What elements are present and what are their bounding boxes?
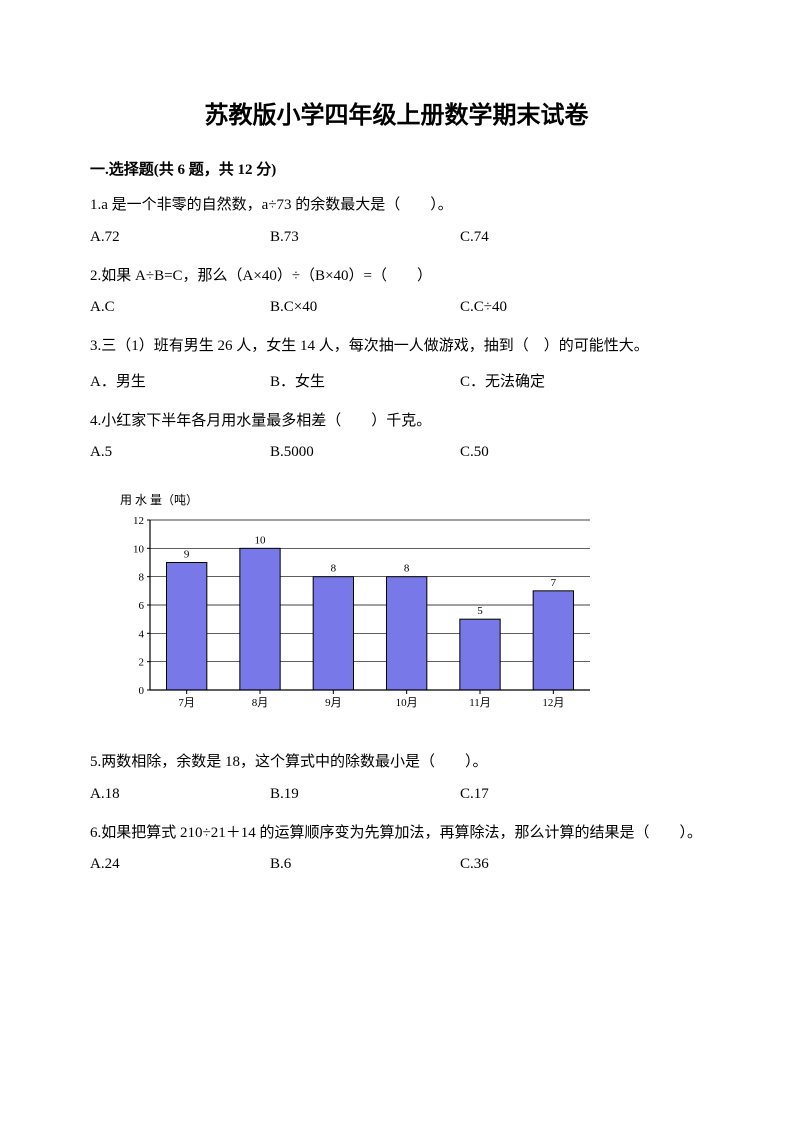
q2-opt-a[interactable]: A.C — [90, 299, 270, 316]
q3-opt-b[interactable]: B．女生 — [270, 370, 460, 391]
q5-opt-b[interactable]: B.19 — [270, 786, 460, 803]
svg-text:12月: 12月 — [542, 697, 564, 709]
svg-text:10: 10 — [133, 543, 145, 555]
svg-text:8: 8 — [139, 572, 145, 584]
question-4: 4.小红家下半年各月用水量最多相差（ ）千克。 — [90, 409, 703, 435]
q3-opt-c[interactable]: C．无法确定 — [460, 370, 545, 391]
svg-text:12: 12 — [133, 515, 144, 527]
q6-opt-c[interactable]: C.36 — [460, 856, 489, 873]
svg-text:7月: 7月 — [178, 697, 195, 709]
question-6-options: A.24 B.6 C.36 — [90, 856, 703, 873]
svg-text:6: 6 — [139, 600, 145, 612]
question-4-options: A.5 B.5000 C.50 — [90, 444, 703, 461]
section-header: 一.选择题(共 6 题，共 12 分) — [90, 158, 703, 179]
q1-opt-c[interactable]: C.74 — [460, 229, 489, 246]
svg-text:9: 9 — [184, 549, 190, 561]
q1-opt-b[interactable]: B.73 — [270, 229, 460, 246]
svg-text:5: 5 — [477, 605, 483, 617]
svg-text:8月: 8月 — [252, 697, 269, 709]
svg-text:11月: 11月 — [469, 697, 491, 709]
q6-opt-a[interactable]: A.24 — [90, 856, 270, 873]
water-usage-chart: 用 水 量（吨） 0 2 4 6 8 10 12 9 7月 10 8月 8 9月 8 10月 5 11月 7 12月 — [120, 491, 703, 720]
exam-page: 苏教版小学四年级上册数学期末试卷 一.选择题(共 6 题，共 12 分) 1.a… — [0, 0, 793, 951]
question-1: 1.a 是一个非零的自然数，a÷73 的余数最大是（ ）。 — [90, 193, 703, 219]
svg-text:7: 7 — [551, 577, 557, 589]
svg-text:0: 0 — [139, 685, 145, 697]
q1-opt-a[interactable]: A.72 — [90, 229, 270, 246]
question-5-options: A.18 B.19 C.17 — [90, 786, 703, 803]
q3-opt-a[interactable]: A．男生 — [90, 370, 270, 391]
chart-title: 用 水 量（吨） — [120, 491, 703, 508]
svg-text:10月: 10月 — [396, 697, 418, 709]
svg-text:10: 10 — [255, 534, 267, 546]
question-2: 2.如果 A÷B=C，那么（A×40）÷（B×40）=（ ） — [90, 264, 703, 290]
q4-opt-b[interactable]: B.5000 — [270, 444, 460, 461]
svg-text:8: 8 — [331, 563, 337, 575]
q5-opt-c[interactable]: C.17 — [460, 786, 489, 803]
q5-opt-a[interactable]: A.18 — [90, 786, 270, 803]
q2-opt-c[interactable]: C.C÷40 — [460, 299, 507, 316]
q4-opt-a[interactable]: A.5 — [90, 444, 270, 461]
svg-text:2: 2 — [139, 657, 145, 669]
question-5: 5.两数相除，余数是 18，这个算式中的除数最小是（ ）。 — [90, 750, 703, 776]
question-6: 6.如果把算式 210÷21＋14 的运算顺序变为先算加法，再算除法，那么计算的… — [90, 821, 703, 847]
q2-opt-b[interactable]: B.C×40 — [270, 299, 460, 316]
question-2-options: A.C B.C×40 C.C÷40 — [90, 299, 703, 316]
svg-text:9月: 9月 — [325, 697, 342, 709]
svg-text:8: 8 — [404, 563, 410, 575]
question-1-options: A.72 B.73 C.74 — [90, 229, 703, 246]
question-3-options: A．男生 B．女生 C．无法确定 — [90, 370, 703, 391]
bar-chart-svg: 0 2 4 6 8 10 12 9 7月 10 8月 8 9月 8 10月 5 11月 7 12月 — [120, 510, 600, 715]
q6-opt-b[interactable]: B.6 — [270, 856, 460, 873]
svg-text:4: 4 — [139, 628, 145, 640]
q4-opt-c[interactable]: C.50 — [460, 444, 489, 461]
page-title: 苏教版小学四年级上册数学期末试卷 — [90, 95, 703, 130]
question-3: 3.三（1）班有男生 26 人，女生 14 人，每次抽一人做游戏，抽到（ ）的可… — [90, 334, 703, 360]
